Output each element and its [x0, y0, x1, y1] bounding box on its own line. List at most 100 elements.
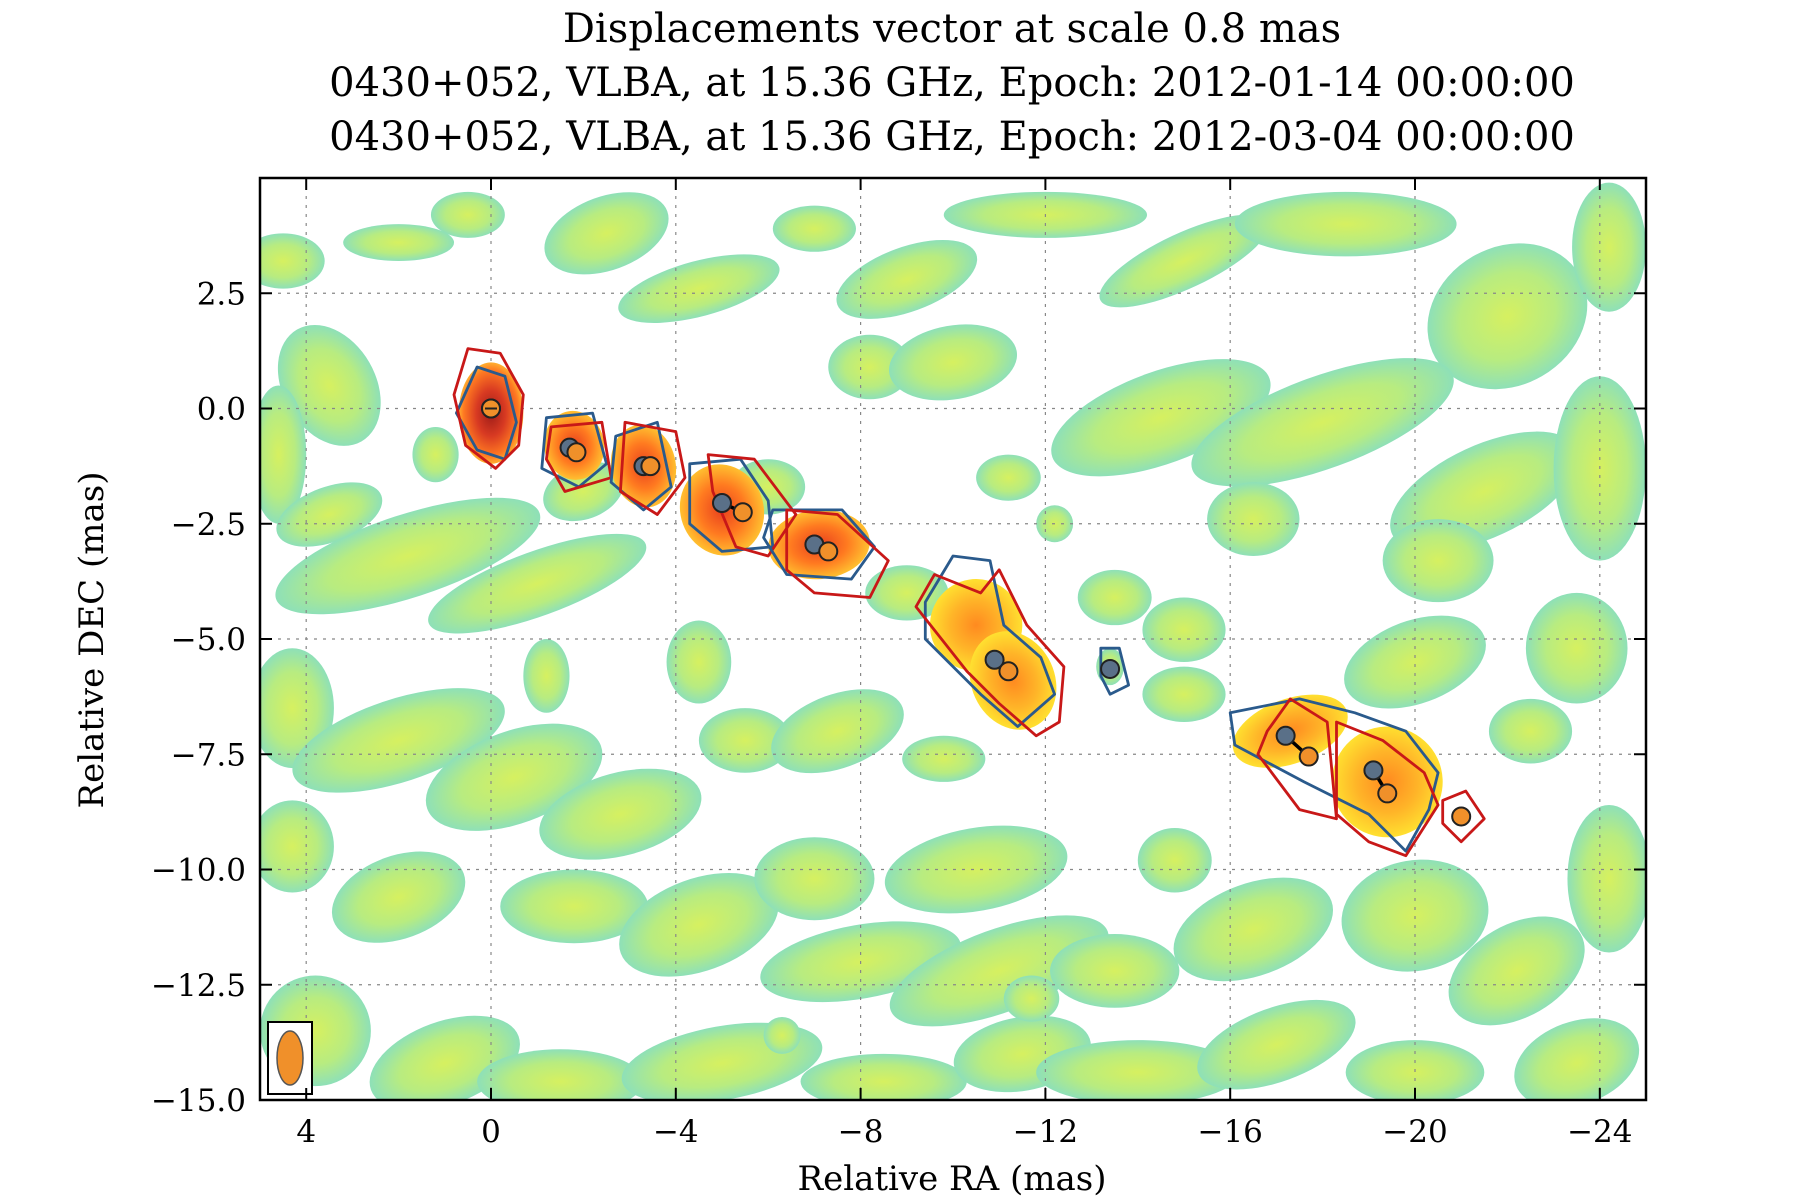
y-tick-label: −5.0 [171, 622, 246, 658]
noise-blob [763, 1017, 801, 1054]
y-tick-label: −7.5 [171, 737, 246, 773]
noise-blob [1036, 1040, 1240, 1100]
noise-blob [1234, 191, 1457, 257]
noise-blob [828, 334, 912, 400]
noise-blob [1572, 182, 1646, 312]
epoch2-contour [785, 508, 890, 599]
noise-blob [1077, 569, 1152, 626]
noise-blob [477, 1049, 644, 1100]
x-tick-label: 4 [296, 1114, 316, 1150]
epoch2-contour [545, 420, 613, 493]
noise-blob [836, 239, 978, 319]
noise-blob [260, 233, 325, 289]
chart-subtitle-1: 0430+052, VLBA, at 15.36 GHz, Epoch: 201… [329, 60, 1575, 106]
x-tick-label: −12 [1013, 1114, 1078, 1150]
noise-blob [889, 915, 1109, 1027]
x-tick-label: −16 [1197, 1114, 1262, 1150]
beam-indicator [267, 1021, 313, 1095]
epoch1-contour [540, 411, 608, 489]
noise-blob [1050, 934, 1180, 1008]
noise-blob [1207, 482, 1300, 557]
epoch2-marker [640, 456, 661, 477]
epoch1-marker [1275, 725, 1296, 746]
noise-blob [888, 324, 1018, 401]
noise-blob [1099, 214, 1269, 308]
epoch2-contour [914, 568, 1066, 738]
noise-blob [1051, 359, 1271, 477]
y-tick-label: −10.0 [151, 853, 246, 889]
epoch2-marker [1451, 806, 1472, 827]
y-tick-label: −12.5 [151, 968, 246, 1004]
noise-blob [1567, 804, 1646, 953]
epoch2-marker [818, 541, 839, 562]
noise-blob [277, 324, 381, 446]
y-axis-label: Relative DEC (mas) [72, 472, 112, 809]
x-tick-label: −20 [1382, 1114, 1447, 1150]
noise-blob [500, 869, 649, 944]
epoch2-contour [619, 420, 687, 516]
noise-blob [619, 872, 779, 977]
noise-blob [412, 426, 459, 483]
epoch2-contour [452, 347, 525, 470]
epoch2-contour [1441, 789, 1486, 844]
noise-blob [1341, 859, 1489, 972]
noise-blob [884, 825, 1068, 914]
noise-blob [666, 620, 732, 704]
x-tick-label: −4 [653, 1114, 699, 1150]
noise-blob [1003, 975, 1060, 1022]
epoch1-marker [1363, 760, 1384, 781]
y-tick-label: 2.5 [197, 276, 246, 312]
noise-blob [1142, 666, 1226, 722]
component-markers [481, 398, 1472, 827]
noise-blob [331, 851, 466, 943]
noise-blob [275, 497, 541, 615]
noise-blob [800, 1053, 967, 1100]
noise-blob [523, 639, 570, 713]
noise-blob [1488, 698, 1573, 764]
noise-blob [754, 837, 875, 921]
noise-blob [343, 224, 455, 261]
plot-area [260, 178, 1646, 1100]
noise-blob [1448, 916, 1585, 1026]
noise-blob [430, 191, 505, 238]
epoch1-marker [1100, 658, 1121, 679]
epoch2-marker [1377, 783, 1398, 804]
epoch1-contour [1228, 697, 1440, 853]
epoch2-marker [998, 661, 1019, 682]
noise-blob [618, 254, 780, 323]
noise-blob [902, 735, 986, 782]
noise-blob [1514, 1018, 1640, 1100]
noise-blob [260, 800, 334, 893]
noise-field [260, 182, 1646, 1100]
noise-blob [771, 689, 904, 774]
epoch1-marker [984, 649, 1005, 670]
y-tick-label: −2.5 [171, 507, 246, 543]
noise-blob [1137, 828, 1212, 893]
x-axis-label: Relative RA (mas) [798, 1159, 1107, 1199]
y-tick-label: 0.0 [197, 392, 246, 428]
noise-blob [772, 205, 856, 252]
epoch1-contour [762, 508, 876, 581]
epoch2-marker [732, 502, 753, 523]
axis-ticks: 4 0 −4 −8 −12 −16 −20 −24 2.5 0.0 −2.5 −5.0 −7.5 −10.… [151, 178, 1646, 1150]
noise-blob [1525, 592, 1628, 704]
epoch2-marker [1298, 746, 1319, 767]
epoch2-contour [1335, 720, 1440, 858]
noise-blob [428, 533, 647, 634]
noise-blob [1191, 358, 1454, 487]
noise-blob [1173, 877, 1334, 982]
noise-blob [544, 192, 669, 275]
y-tick-label: −15.0 [151, 1083, 246, 1119]
epoch2-contour [706, 453, 798, 558]
x-tick-label: −24 [1567, 1114, 1632, 1150]
noise-blob [276, 482, 383, 547]
noise-blob [539, 768, 702, 860]
epoch2-contour [1256, 697, 1338, 821]
epoch1-contour [609, 420, 673, 512]
chart-subtitle-2: 0430+052, VLBA, at 15.36 GHz, Epoch: 201… [329, 114, 1575, 160]
noise-blob [1427, 243, 1588, 390]
component-contours [452, 347, 1486, 858]
x-tick-label: 0 [481, 1114, 501, 1150]
noise-blob [976, 454, 1041, 501]
noise-blob [260, 385, 307, 524]
